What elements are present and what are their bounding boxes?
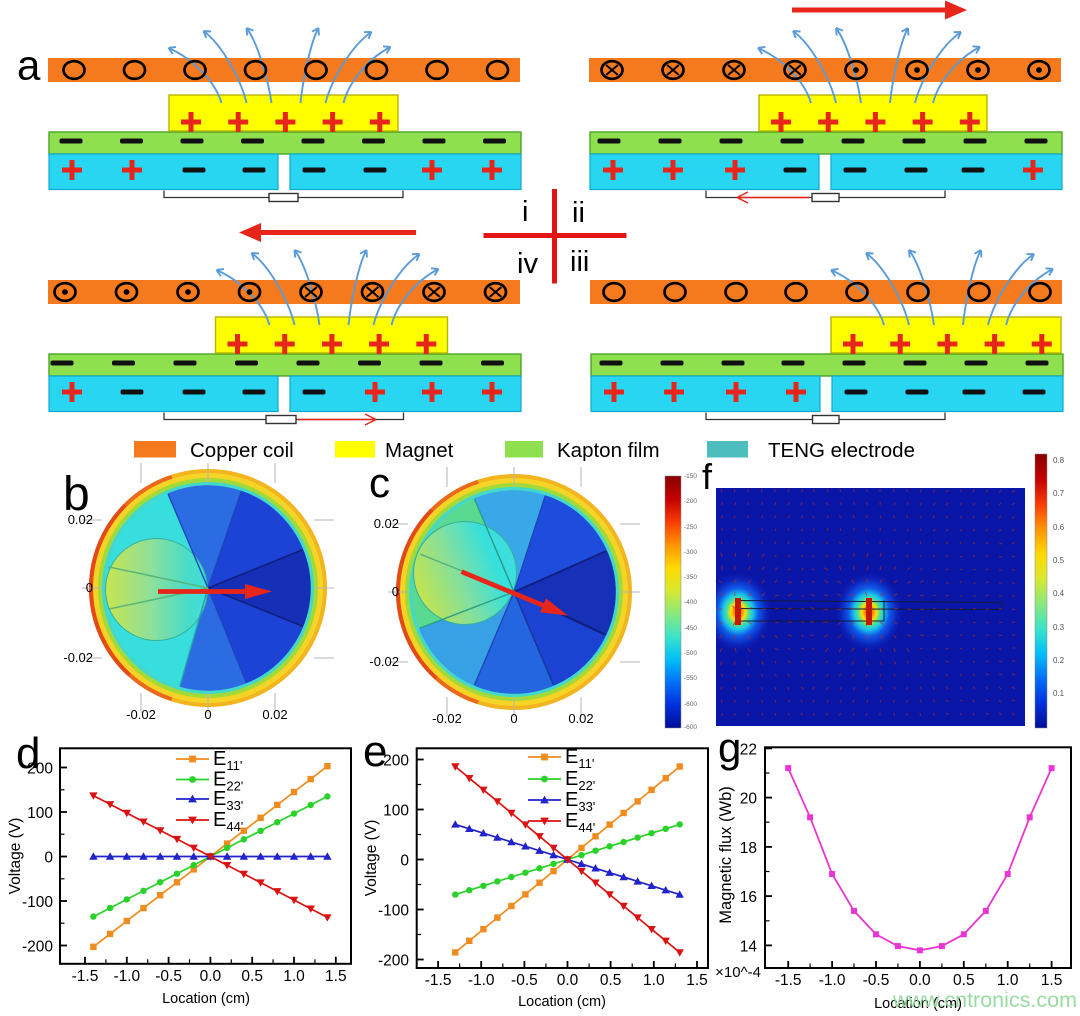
svg-text:c: c — [369, 459, 390, 506]
svg-text:Location (cm): Location (cm) — [162, 991, 250, 1007]
svg-text:100: 100 — [383, 803, 409, 820]
svg-text:0.8: 0.8 — [1053, 456, 1065, 465]
svg-text:-200: -200 — [378, 953, 409, 970]
svg-text:18: 18 — [740, 840, 757, 857]
svg-text:0.02: 0.02 — [68, 512, 93, 527]
svg-text:-0.02: -0.02 — [369, 654, 399, 669]
svg-text:-500: -500 — [684, 650, 697, 657]
svg-text:0.4: 0.4 — [1053, 589, 1065, 598]
svg-text:-300: -300 — [684, 549, 697, 556]
svg-text:e: e — [363, 727, 387, 776]
svg-text:-1.5: -1.5 — [425, 972, 452, 989]
svg-text:0.3: 0.3 — [1053, 623, 1065, 632]
svg-text:0.5: 0.5 — [1053, 556, 1065, 565]
svg-text:0.0: 0.0 — [557, 972, 579, 989]
svg-text:www.cntronics.com: www.cntronics.com — [892, 988, 1077, 1012]
svg-text:1.5: 1.5 — [686, 972, 708, 989]
svg-text:0.02: 0.02 — [374, 516, 399, 531]
svg-text:-550: -550 — [684, 675, 697, 682]
svg-text:0.02: 0.02 — [262, 707, 287, 722]
svg-text:iv: iv — [517, 248, 538, 280]
svg-text:-250: -250 — [684, 524, 697, 531]
svg-text:0.0: 0.0 — [909, 972, 931, 989]
svg-text:0.0: 0.0 — [200, 968, 222, 985]
svg-text:b: b — [63, 468, 90, 521]
svg-text:14: 14 — [740, 938, 758, 955]
svg-text:-600: -600 — [684, 724, 697, 731]
svg-text:0: 0 — [392, 584, 399, 599]
svg-text:-0.02: -0.02 — [126, 707, 156, 722]
svg-text:16: 16 — [740, 889, 757, 906]
svg-text:-450: -450 — [684, 625, 697, 632]
svg-text:200: 200 — [383, 753, 409, 770]
svg-text:-1.5: -1.5 — [72, 968, 99, 985]
svg-text:×10^-4: ×10^-4 — [715, 964, 761, 981]
svg-text:1.5: 1.5 — [1041, 972, 1063, 989]
svg-text:-1.5: -1.5 — [775, 972, 802, 989]
svg-text:Location (cm): Location (cm) — [874, 996, 962, 1012]
svg-text:-0.02: -0.02 — [63, 650, 93, 665]
svg-text:TENG electrode: TENG electrode — [768, 439, 915, 462]
svg-text:0: 0 — [44, 850, 53, 867]
svg-text:1.5: 1.5 — [325, 968, 347, 985]
svg-text:-400: -400 — [684, 599, 697, 606]
svg-text:i: i — [522, 196, 528, 228]
svg-text:20: 20 — [740, 791, 758, 808]
svg-text:-350: -350 — [684, 574, 697, 581]
svg-text:Kapton film: Kapton film — [557, 439, 660, 462]
svg-text:0: 0 — [204, 707, 211, 722]
svg-text:iii: iii — [570, 246, 589, 278]
svg-text:Magnetic flux (Wb): Magnetic flux (Wb) — [717, 786, 735, 924]
svg-text:0.5: 0.5 — [241, 968, 263, 985]
svg-text:-150: -150 — [684, 473, 697, 480]
svg-text:0: 0 — [510, 711, 517, 726]
svg-text:-0.02: -0.02 — [432, 711, 462, 726]
svg-text:d: d — [16, 729, 40, 778]
svg-text:0.6: 0.6 — [1053, 523, 1065, 532]
svg-text:0.5: 0.5 — [953, 972, 975, 989]
svg-text:100: 100 — [27, 805, 53, 822]
svg-text:0: 0 — [400, 853, 409, 870]
svg-text:-200: -200 — [22, 939, 53, 956]
svg-text:1.0: 1.0 — [283, 968, 305, 985]
svg-text:-1.0: -1.0 — [819, 972, 846, 989]
svg-text:Voltage (V): Voltage (V) — [7, 818, 24, 895]
svg-text:ii: ii — [572, 197, 585, 229]
svg-text:0: 0 — [86, 580, 93, 595]
svg-text:0.7: 0.7 — [1053, 489, 1065, 498]
svg-text:0.02: 0.02 — [568, 711, 593, 726]
svg-text:-100: -100 — [22, 894, 53, 911]
svg-text:-100: -100 — [378, 903, 409, 920]
svg-text:f: f — [702, 456, 713, 497]
svg-text:-0.5: -0.5 — [511, 972, 538, 989]
svg-text:0.1: 0.1 — [1053, 689, 1065, 698]
svg-text:200: 200 — [27, 761, 53, 778]
svg-text:1.0: 1.0 — [997, 972, 1019, 989]
svg-text:0.5: 0.5 — [600, 972, 622, 989]
svg-text:22: 22 — [740, 741, 757, 758]
svg-text:-600: -600 — [684, 701, 697, 708]
svg-text:Location (cm): Location (cm) — [518, 994, 606, 1010]
svg-text:1.0: 1.0 — [643, 972, 665, 989]
svg-text:0.2: 0.2 — [1053, 656, 1065, 665]
svg-text:-200: -200 — [684, 498, 697, 505]
svg-text:g: g — [718, 724, 741, 771]
svg-text:Copper coil: Copper coil — [190, 439, 294, 462]
svg-text:a: a — [17, 42, 41, 89]
svg-text:-1.0: -1.0 — [113, 968, 140, 985]
svg-text:Magnet: Magnet — [385, 439, 454, 462]
svg-text:-0.5: -0.5 — [155, 968, 182, 985]
svg-text:-1.0: -1.0 — [468, 972, 495, 989]
svg-text:-0.5: -0.5 — [863, 972, 890, 989]
svg-text:Voltage (V): Voltage (V) — [363, 820, 380, 897]
